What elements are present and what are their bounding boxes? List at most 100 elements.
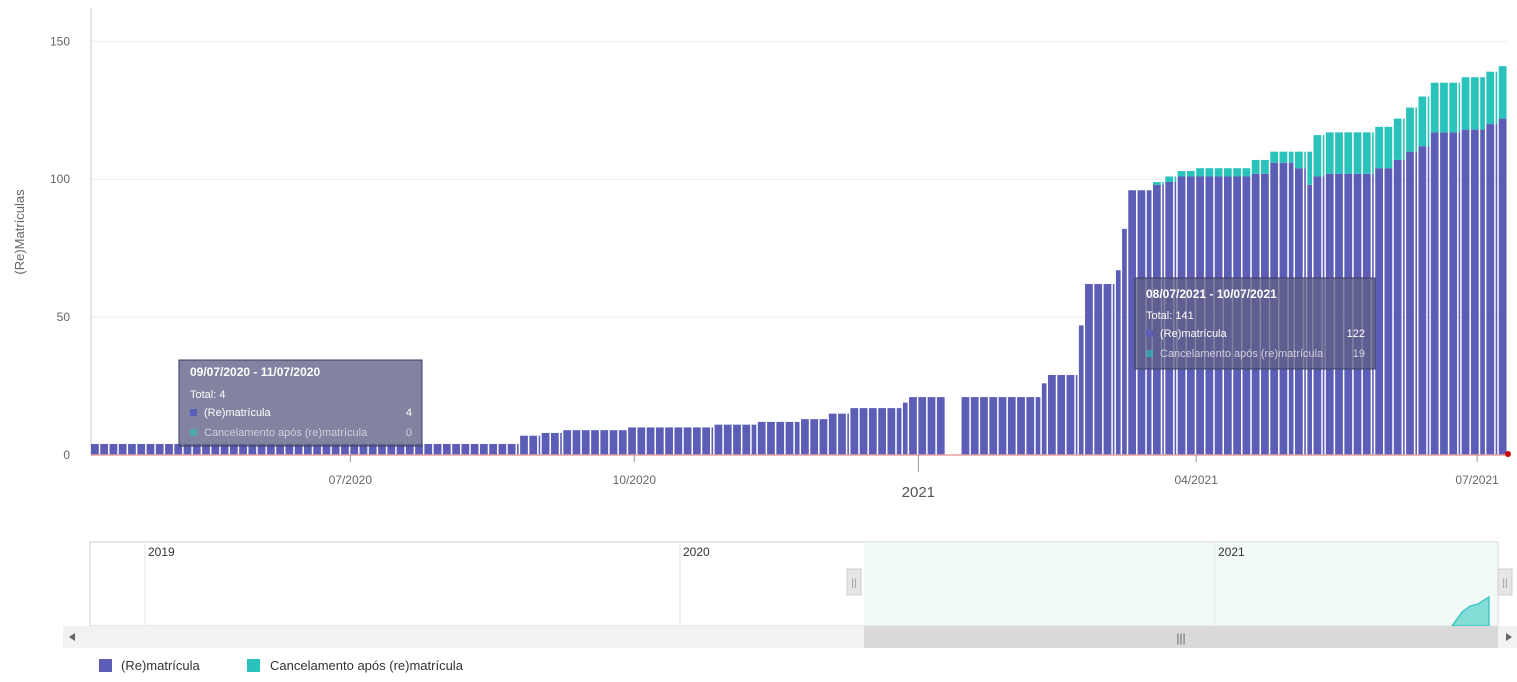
bar-cancelamento[interactable] [1186,170,1195,177]
bar-rematricula[interactable] [609,430,618,455]
bar-rematricula[interactable] [1017,397,1025,455]
bar-rematricula[interactable] [313,443,322,455]
bar-rematricula[interactable] [433,443,442,455]
bar-rematricula[interactable] [859,408,868,455]
bar-rematricula[interactable] [1480,129,1485,456]
bar-rematricula[interactable] [1440,132,1448,456]
bar-rematricula[interactable] [757,421,766,455]
bar-rematricula[interactable] [637,427,646,455]
bar-cancelamento[interactable] [1294,151,1303,169]
bar-rematricula[interactable] [819,419,828,455]
scroll-left-arrow-icon[interactable] [69,633,75,641]
bar-rematricula[interactable] [572,430,581,455]
bar-rematricula[interactable] [276,443,284,455]
bar-cancelamento[interactable] [1205,168,1214,177]
bar-rematricula[interactable] [1066,375,1075,455]
bar-cancelamento[interactable] [1403,118,1405,160]
bar-rematricula[interactable] [1078,325,1084,455]
bar-cancelamento[interactable] [1152,182,1161,185]
bar-rematricula[interactable] [655,427,664,455]
bar-rematricula[interactable] [733,424,741,455]
bar-rematricula[interactable] [479,443,488,455]
navigator[interactable]: 2019 2020 2021 || || [89,541,1513,627]
bar-rematricula[interactable] [415,443,423,455]
scroll-right-arrow-icon[interactable] [1506,633,1512,641]
bar-rematricula[interactable] [918,397,927,455]
bar-rematricula[interactable] [529,435,538,455]
bar-rematricula[interactable] [359,443,368,455]
bar-rematricula[interactable] [1427,146,1430,455]
bar-rematricula[interactable] [137,443,146,455]
bar-cancelamento[interactable] [1480,77,1485,130]
bar-rematricula[interactable] [396,443,405,455]
bar-rematricula[interactable] [847,413,849,455]
bar-rematricula[interactable] [155,443,164,455]
bar-rematricula[interactable] [692,427,701,455]
bar-rematricula[interactable] [322,443,331,455]
legend-item-rematricula[interactable]: (Re)matrícula [99,658,201,673]
bar-rematricula[interactable] [368,443,377,455]
bar-rematricula[interactable] [1112,284,1115,455]
bar-cancelamento[interactable] [1322,135,1325,177]
bar-rematricula[interactable] [424,443,433,455]
bar-rematricula[interactable] [211,443,220,455]
bar-cancelamento[interactable] [1418,96,1427,147]
bar-rematricula[interactable] [470,443,479,455]
bar-rematricula[interactable] [1035,397,1041,455]
bar-rematricula[interactable] [711,427,714,455]
bar-rematricula[interactable] [896,408,902,455]
bar-cancelamento[interactable] [1427,96,1430,147]
bar-rematricula[interactable] [109,443,118,455]
bar-cancelamento[interactable] [1270,151,1279,163]
bar-cancelamento[interactable] [1449,82,1458,133]
bar-cancelamento[interactable] [1430,82,1439,133]
bar-cancelamento[interactable] [1196,168,1204,177]
bar-rematricula[interactable] [927,397,936,455]
bar-rematricula[interactable] [266,443,275,455]
scrollbar[interactable]: ||| [63,626,1517,648]
bar-rematricula[interactable] [229,443,238,455]
bar-rematricula[interactable] [1007,397,1016,455]
bar-rematricula[interactable] [785,421,794,455]
bar-rematricula[interactable] [507,443,516,455]
bar-rematricula[interactable] [591,430,599,455]
bar-rematricula[interactable] [1085,284,1093,455]
bar-rematricula[interactable] [683,427,692,455]
bar-cancelamento[interactable] [1344,132,1353,174]
bar-cancelamento[interactable] [1440,82,1448,133]
legend-label-rematricula[interactable]: (Re)matrícula [121,658,201,673]
bar-rematricula[interactable] [1375,168,1384,455]
bar-rematricula[interactable] [628,427,636,455]
bar-rematricula[interactable] [118,443,127,455]
bar-cancelamento[interactable] [1458,82,1461,133]
bar-cancelamento[interactable] [1461,77,1470,130]
bar-rematricula[interactable] [350,443,359,455]
bar-cancelamento[interactable] [1174,176,1177,182]
bar-rematricula[interactable] [850,408,859,455]
bar-rematricula[interactable] [517,443,519,455]
bar-rematricula[interactable] [489,443,497,455]
bar-rematricula[interactable] [828,413,837,455]
bar-rematricula[interactable] [702,427,711,455]
scrollbar-grip-icon[interactable]: ||| [1176,631,1185,645]
bar-rematricula[interactable] [183,443,192,455]
bar-rematricula[interactable] [665,427,673,455]
bar-cancelamento[interactable] [1375,126,1384,169]
bar-rematricula[interactable] [387,443,396,455]
bar-rematricula[interactable] [887,408,896,455]
bar-rematricula[interactable] [878,408,886,455]
bar-rematricula[interactable] [1115,270,1121,455]
bar-rematricula[interactable] [1122,228,1127,455]
bar-cancelamento[interactable] [1335,132,1343,174]
bar-cancelamento[interactable] [1325,132,1334,174]
bar-cancelamento[interactable] [1313,135,1322,177]
bar-rematricula[interactable] [751,424,757,455]
bar-cancelamento[interactable] [1406,107,1414,152]
bar-rematricula[interactable] [257,443,266,455]
bar-rematricula[interactable] [550,432,559,455]
bar-rematricula[interactable] [1406,151,1414,456]
bar-rematricula[interactable] [998,397,1007,455]
bar-rematricula[interactable] [970,397,979,455]
bar-rematricula[interactable] [936,397,945,455]
bar-rematricula[interactable] [838,413,846,455]
